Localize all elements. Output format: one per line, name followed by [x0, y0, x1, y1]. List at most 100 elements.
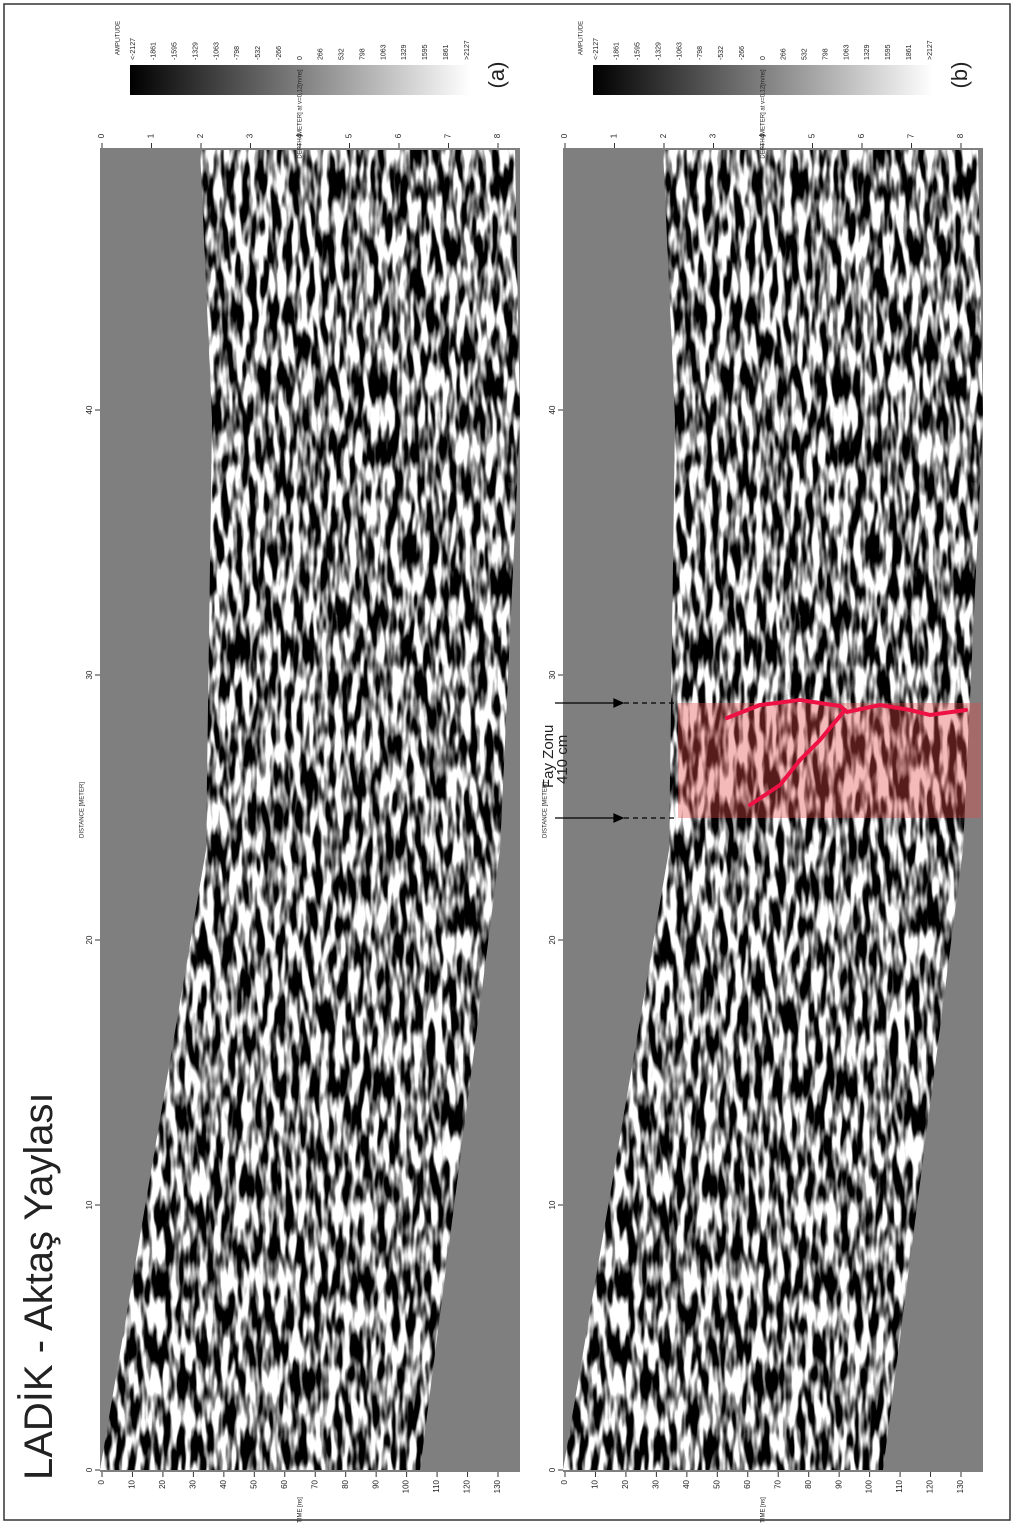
panel-label: (a)	[484, 62, 509, 89]
time-tick-label: 80	[804, 1479, 813, 1488]
fault-zone	[678, 703, 981, 818]
time-tick-label: 0	[560, 1479, 569, 1484]
distance-tick-label: 30	[85, 670, 94, 679]
depth-tick-label: 2	[196, 133, 205, 138]
depth-tick-label: 0	[97, 133, 106, 138]
colorbar-title: AMPLITUDE	[116, 21, 122, 55]
distance-tick-label: 0	[548, 1467, 557, 1472]
depth-tick-label: 1	[147, 133, 156, 138]
depth-tick-label: 5	[808, 133, 817, 138]
time-tick-label: 70	[310, 1479, 319, 1488]
time-tick-label: 120	[926, 1479, 935, 1493]
distance-axis-title: DISTANCE [METER]	[80, 782, 86, 838]
distance-tick-label: 40	[548, 405, 557, 414]
figure-title: LADİK - Aktaş Yaylası	[16, 1092, 61, 1480]
colorbar-tick-label: -798	[697, 46, 704, 60]
depth-tick-label: 8	[493, 133, 502, 138]
colorbar-tick-label: 266	[318, 48, 325, 60]
time-tick-label: 130	[956, 1479, 965, 1493]
time-tick-label: 40	[219, 1479, 228, 1488]
colorbar-tick-label: -1595	[635, 42, 642, 60]
depth-tick-label: 4	[295, 133, 304, 138]
time-tick-label: 0	[97, 1479, 106, 1484]
frame	[3, 3, 1011, 1521]
colorbar-tick-label: -266	[739, 46, 746, 60]
time-tick-label: 60	[743, 1479, 752, 1488]
time-tick-label: 50	[712, 1479, 721, 1488]
time-axis-title: TIME [ns]	[761, 1497, 767, 1523]
distance-tick-label: 20	[85, 935, 94, 944]
time-tick-label: 10	[128, 1479, 137, 1488]
colorbar-tick-label: 1329	[864, 44, 871, 60]
time-tick-label: 20	[621, 1479, 630, 1488]
colorbar-tick-label: <-2127	[593, 38, 600, 60]
time-tick-label: 90	[834, 1479, 843, 1488]
time-tick-label: 100	[865, 1479, 874, 1493]
colorbar-tick-label: 0	[297, 56, 304, 60]
depth-axis-title: DEPTH [METER] at v=0,12[m/ns]	[761, 69, 767, 159]
time-tick-label: 90	[371, 1479, 380, 1488]
depth-tick-label: 6	[857, 133, 866, 138]
colorbar-tick-label: 1861	[443, 44, 450, 60]
colorbar-tick-label: 798	[359, 48, 366, 60]
colorbar-tick-label: -1861	[614, 42, 621, 60]
distance-tick-label: 10	[548, 1200, 557, 1209]
distance-axis-title: DISTANCE [METER]	[543, 782, 549, 838]
distance-tick-label: 30	[548, 670, 557, 679]
depth-tick-label: 6	[394, 133, 403, 138]
panel-label: (b)	[947, 62, 972, 89]
colorbar-tick-label: 1861	[906, 44, 913, 60]
colorbar-tick-label: -1063	[676, 42, 683, 60]
distance-tick-label: 20	[548, 935, 557, 944]
time-tick-label: 70	[773, 1479, 782, 1488]
colorbar-tick-label: -1063	[213, 42, 220, 60]
time-tick-label: 10	[591, 1479, 600, 1488]
time-axis-title: TIME [ns]	[298, 1497, 304, 1523]
colorbar-tick-label: -798	[234, 46, 241, 60]
depth-tick-label: 2	[659, 133, 668, 138]
colorbar-tick-label: -1329	[655, 42, 662, 60]
colorbar-tick-label: 266	[781, 48, 788, 60]
time-tick-label: 80	[341, 1479, 350, 1488]
time-tick-label: 40	[682, 1479, 691, 1488]
depth-tick-label: 7	[444, 133, 453, 138]
depth-tick-label: 4	[758, 133, 767, 138]
zone-arrows	[555, 698, 675, 823]
time-tick-label: 60	[280, 1479, 289, 1488]
colorbar-tick-label: 1595	[885, 44, 892, 60]
fault-line	[748, 708, 847, 807]
time-tick-label: 130	[493, 1479, 502, 1493]
colorbar-tick-label: 1063	[843, 44, 850, 60]
time-tick-label: 50	[249, 1479, 258, 1488]
time-tick-label: 110	[895, 1479, 904, 1492]
time-tick-label: 120	[463, 1479, 472, 1493]
colorbar-tick-label: 1063	[380, 44, 387, 60]
colorbar-tick-label: 1329	[401, 44, 408, 60]
colorbar-tick-label: -1861	[151, 42, 158, 60]
colorbar-tick-label: -1329	[192, 42, 199, 60]
colorbar-tick-label: -1595	[172, 42, 179, 60]
colorbar-tick-label: -532	[255, 46, 262, 60]
time-tick-label: 110	[432, 1479, 441, 1492]
time-tick-label: 20	[158, 1479, 167, 1488]
colorbar-tick-label: >2127	[464, 40, 471, 60]
depth-tick-label: 1	[610, 133, 619, 138]
distance-tick-label: 0	[85, 1467, 94, 1472]
colorbar	[593, 65, 933, 95]
annotation-label: Fay Zonu	[540, 725, 557, 788]
colorbar-tick-label: >2127	[927, 40, 934, 60]
colorbar-tick-label: 798	[822, 48, 829, 60]
depth-tick-label: 5	[345, 133, 354, 138]
fault-line	[725, 697, 968, 720]
depth-tick-label: 3	[709, 133, 718, 138]
time-tick-label: 100	[402, 1479, 411, 1493]
annotation-width: 410 cm	[554, 735, 571, 784]
colorbar-tick-label: 1595	[422, 44, 429, 60]
depth-tick-label: 3	[246, 133, 255, 138]
depth-tick-label: 7	[907, 133, 916, 138]
distance-tick-label: 40	[85, 405, 94, 414]
colorbar-tick-label: -266	[276, 46, 283, 60]
